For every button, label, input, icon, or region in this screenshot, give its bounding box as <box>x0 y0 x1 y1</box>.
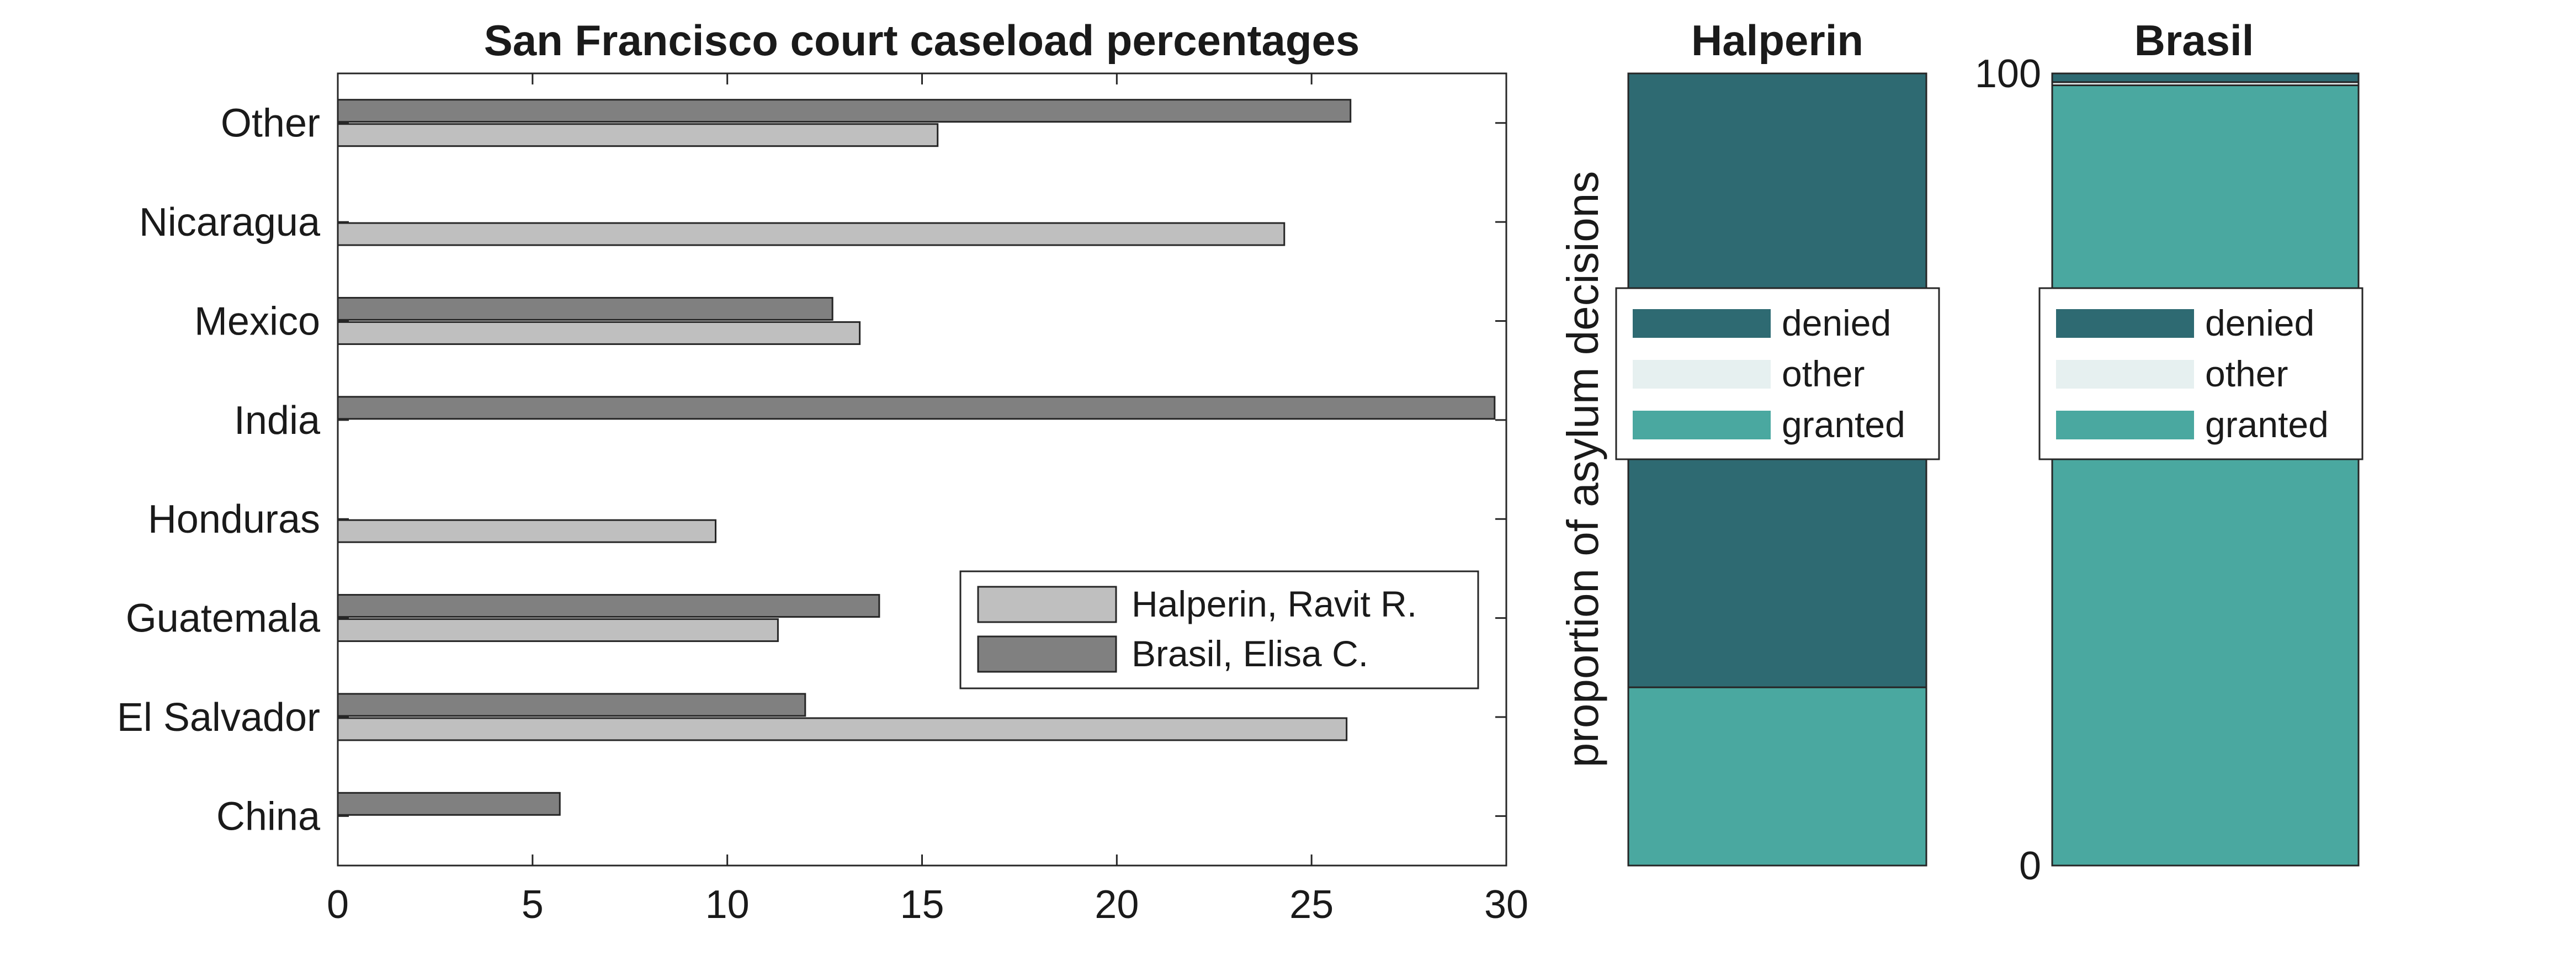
x-tick-label-0: 0 <box>327 883 349 927</box>
segment-granted <box>2051 84 2360 867</box>
segment-granted <box>1627 686 1927 867</box>
brasil-segments <box>2051 72 2360 867</box>
bar-halperin-ravit-r-el-salvador <box>337 717 1348 741</box>
halperin-segments <box>1627 72 1927 867</box>
legend-label-denied: denied <box>2205 302 2314 343</box>
bar-halperin-ravit-r-guatemala <box>337 618 779 643</box>
caseload-legend: Halperin, Ravit R. Brasil, Elisa C. <box>959 570 1479 689</box>
legend-label-denied: denied <box>1782 302 1891 343</box>
bar-brasil-elisa-c-india <box>337 396 1496 420</box>
halperin-chart-title: Halperin <box>1691 16 1863 65</box>
legend-label-granted: granted <box>1782 404 1905 445</box>
legend-label-brasil-elisa-c: Brasil, Elisa C. <box>1132 633 1368 674</box>
x-tick-label-30: 30 <box>1484 883 1528 927</box>
x-tick-label-5: 5 <box>522 883 544 927</box>
halperin-legend: denied other granted <box>1615 287 1940 460</box>
brasil-chart-title: Brasil <box>2134 16 2254 65</box>
bar-brasil-elisa-c-other <box>337 99 1352 123</box>
y-tick-label-china: China <box>216 794 321 838</box>
bar-halperin-ravit-r-nicaragua <box>337 222 1286 246</box>
caseload-chart: San Francisco court caseload percentages… <box>117 16 1528 927</box>
bar-brasil-elisa-c-guatemala <box>337 594 880 618</box>
y-tick-label-honduras: Honduras <box>148 497 320 542</box>
bar-halperin-ravit-r-mexico <box>337 321 861 345</box>
y-tick-label-other: Other <box>221 102 320 146</box>
y-tick-label-el-salvador: El Salvador <box>117 696 320 740</box>
y-tick-label-100: 100 <box>1975 52 2041 96</box>
bar-brasil-elisa-c-el-salvador <box>337 693 806 717</box>
legend-swatch-granted <box>1633 411 1771 439</box>
legend-swatch-halperin-ravit-r <box>977 586 1117 623</box>
legend-swatch-granted <box>2056 411 2194 439</box>
x-tick-label-15: 15 <box>900 883 944 927</box>
brasil-y-ticks: 0 100 <box>1975 52 2041 888</box>
bar-halperin-ravit-r-honduras <box>337 519 716 543</box>
y-tick-label-nicaragua: Nicaragua <box>139 200 321 245</box>
caseload-chart-title: San Francisco court caseload percentages <box>484 16 1360 65</box>
legend-swatch-brasil-elisa-c <box>977 635 1117 673</box>
x-tick-label-10: 10 <box>705 883 750 927</box>
legend-swatch-other <box>2056 360 2194 389</box>
caseload-plot-area <box>337 72 1507 867</box>
legend-label-halperin-ravit-r: Halperin, Ravit R. <box>1132 583 1417 624</box>
legend-label-granted: granted <box>2205 404 2329 445</box>
legend-swatch-other <box>1633 360 1771 389</box>
stack-outline <box>2051 72 2360 867</box>
brasil-legend: denied other granted <box>2038 287 2363 460</box>
y-tick-label-0: 0 <box>2019 844 2041 888</box>
y-tick-label-guatemala: Guatemala <box>126 597 321 641</box>
x-tick-label-25: 25 <box>1289 883 1334 927</box>
bar-brasil-elisa-c-mexico <box>337 296 833 321</box>
legend-swatch-denied <box>2056 309 2194 338</box>
y-tick-label-mexico: Mexico <box>194 299 320 343</box>
segment-denied <box>2051 72 2360 83</box>
stack-outline <box>1627 72 1927 867</box>
bar-halperin-ravit-r-other <box>337 123 939 147</box>
halperin-decisions-chart: Halperin proportion of asylum decisions … <box>1558 16 1940 867</box>
caseload-ticks: China El Salvador Guatemala Honduras India Me… <box>117 73 1528 927</box>
legend-label-other: other <box>2205 353 2288 394</box>
caseload-bars <box>337 99 1496 816</box>
halperin-y-axis-label: proportion of asylum decisions <box>1558 171 1607 768</box>
y-tick-label-india: India <box>234 399 321 443</box>
bar-brasil-elisa-c-china <box>337 792 561 816</box>
x-tick-label-20: 20 <box>1095 883 1139 927</box>
legend-label-other: other <box>1782 353 1865 394</box>
brasil-decisions-chart: Brasil 0 100 denied other granted <box>1975 16 2363 888</box>
legend-swatch-denied <box>1633 309 1771 338</box>
